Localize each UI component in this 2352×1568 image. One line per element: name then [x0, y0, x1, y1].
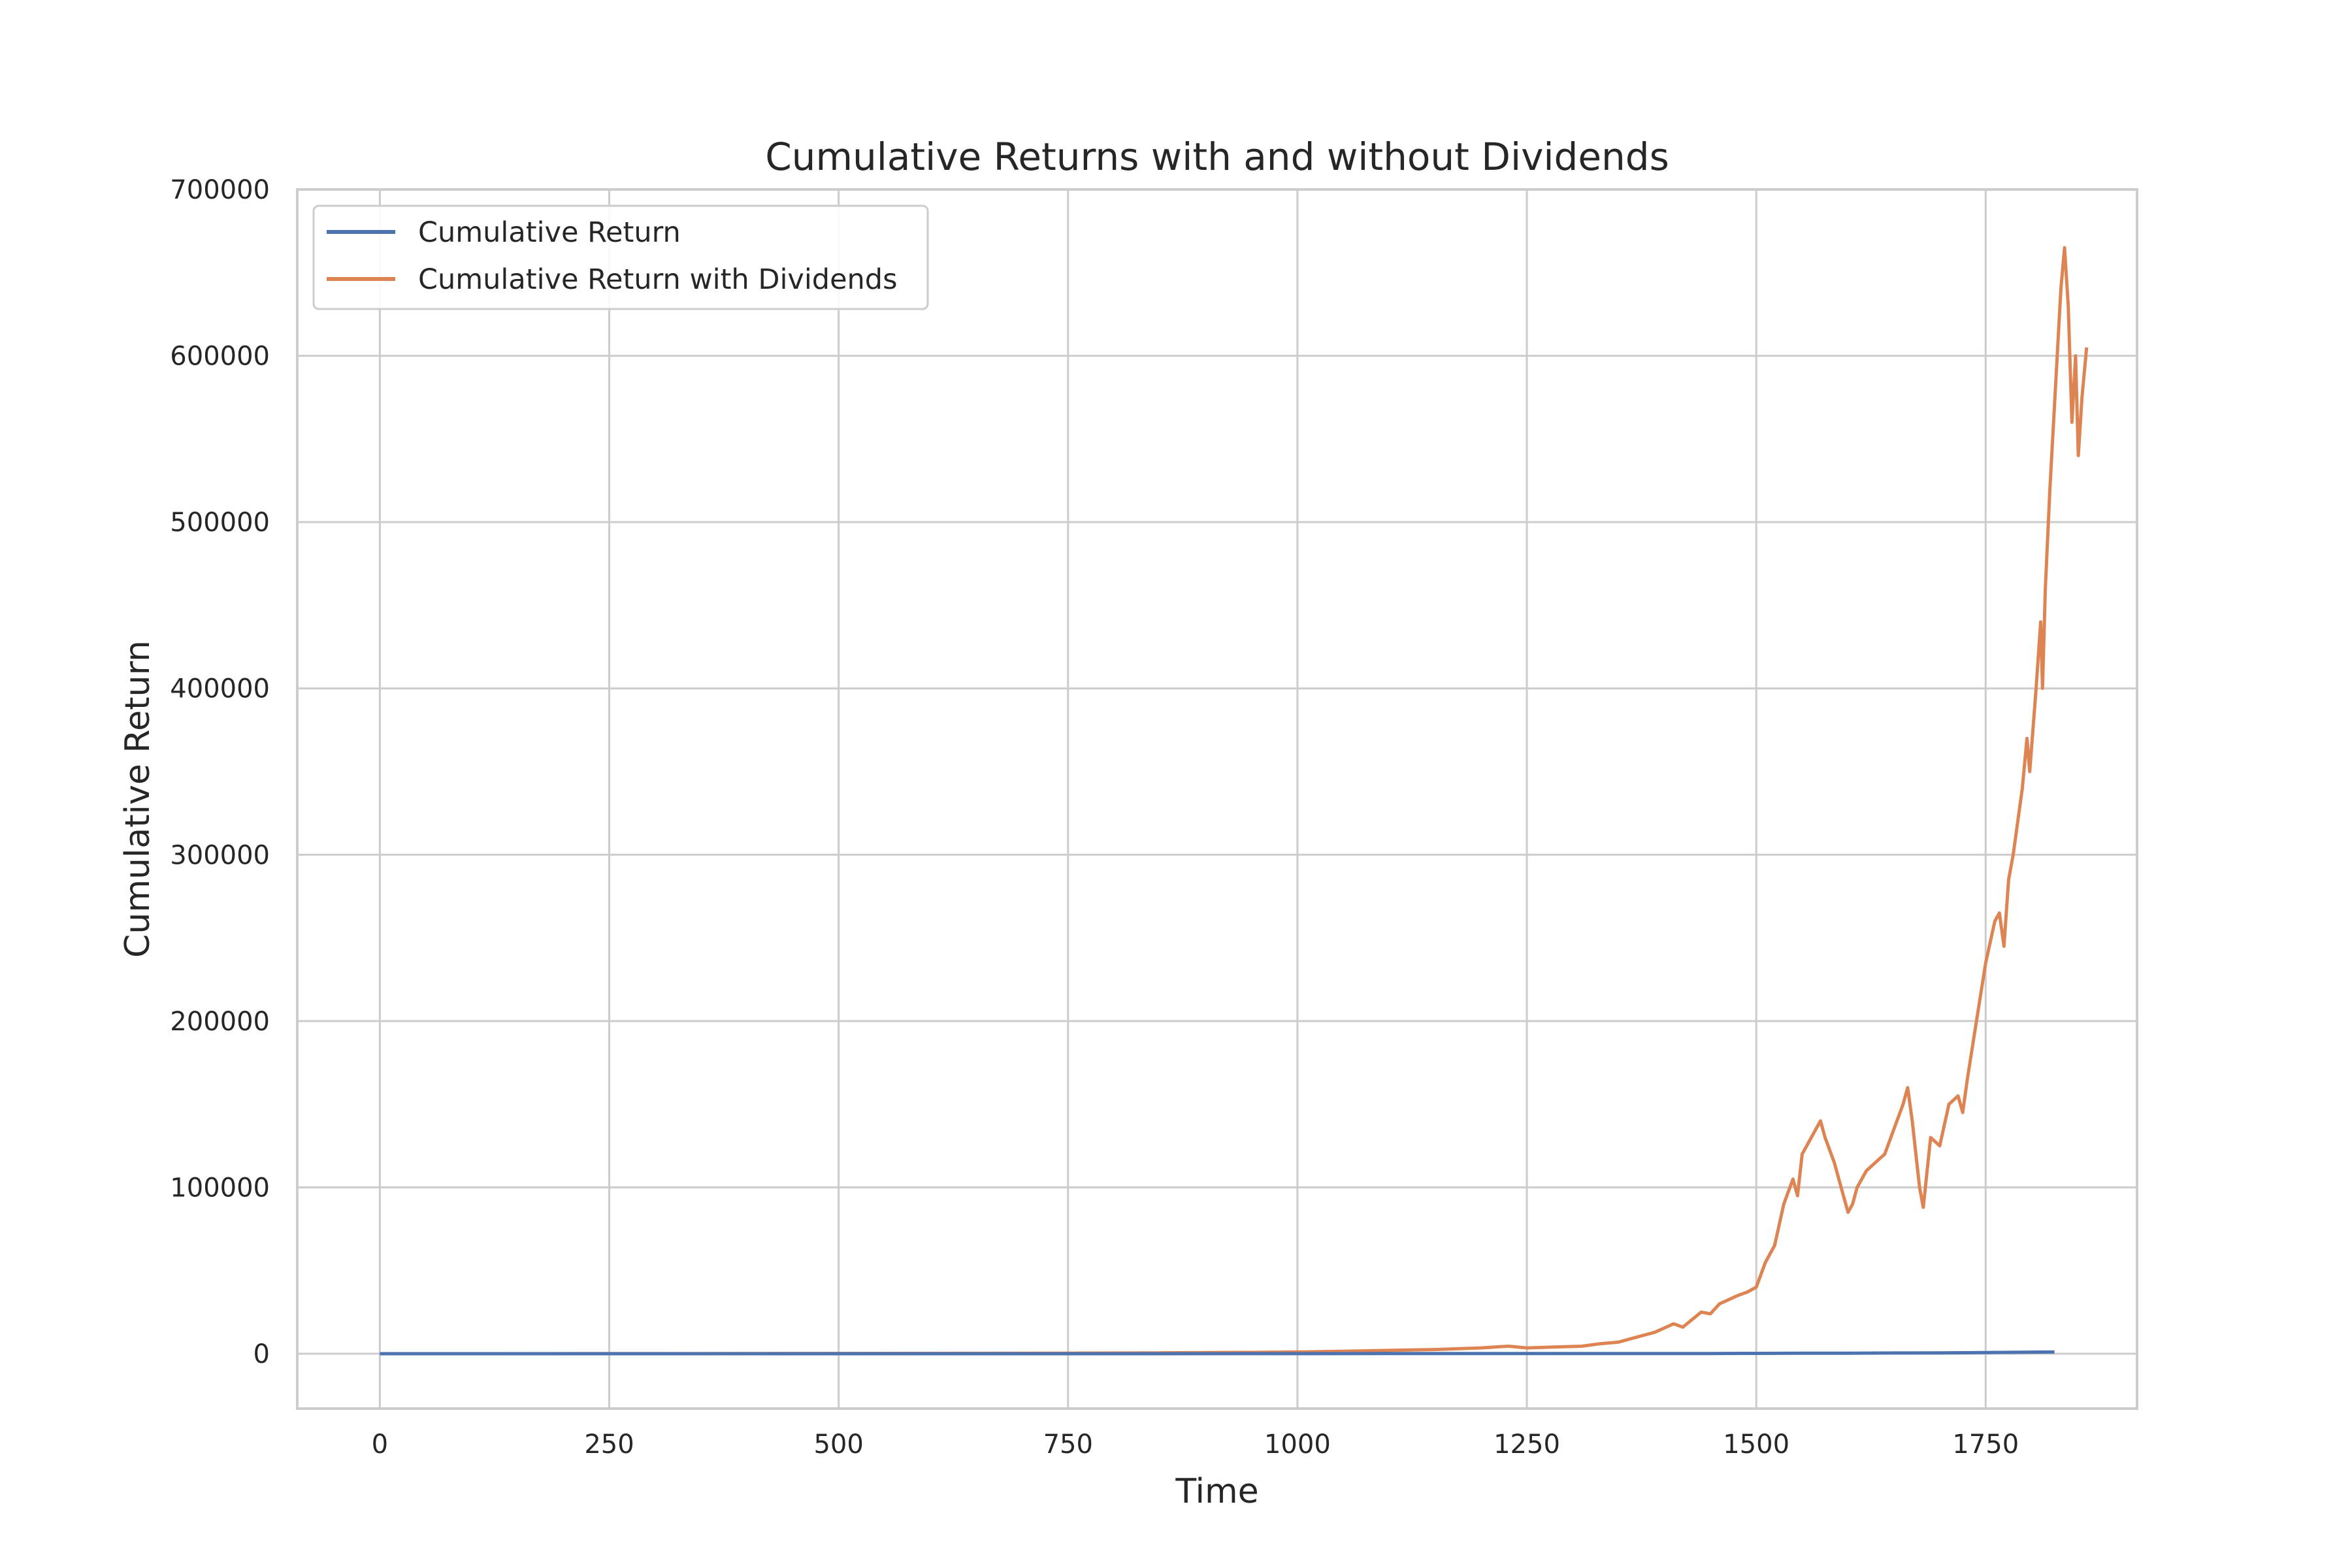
legend-box [312, 204, 929, 310]
series-line-cumulative-return [380, 1350, 2055, 1356]
legend: Cumulative Return Cumulative Return with… [312, 204, 929, 310]
chart-title: Cumulative Returns with and without Divi… [765, 135, 1669, 179]
tick-layer: 0 250 500 750 1000 1250 1500 1750 0 100000 200000 3… [170, 175, 2019, 1460]
y-tick-label: 0 [253, 1339, 270, 1369]
plot-frame [296, 188, 2138, 1410]
y-tick-label: 600000 [170, 342, 270, 372]
y-tick-label: 200000 [170, 1007, 270, 1037]
x-tick-label: 1250 [1494, 1429, 1560, 1460]
series-line-cumulative-return-with-dividends [380, 246, 2089, 1356]
x-tick-label: 1500 [1723, 1429, 1789, 1460]
x-tick-label: 0 [372, 1429, 388, 1460]
y-tick-label: 500000 [170, 508, 270, 538]
legend-label-cumulative-return-with-dividends: Cumulative Return with Dividends [418, 263, 898, 296]
y-tick-label: 700000 [170, 175, 270, 205]
x-tick-label: 250 [584, 1429, 634, 1460]
x-tick-label: 750 [1043, 1429, 1093, 1460]
x-tick-label: 500 [813, 1429, 863, 1460]
y-axis-label: Cumulative Return [118, 640, 157, 958]
y-tick-label: 300000 [170, 840, 270, 870]
series-layer [380, 246, 2089, 1356]
y-tick-label: 400000 [170, 674, 270, 704]
x-tick-label: 1000 [1264, 1429, 1331, 1460]
x-tick-label: 1750 [1952, 1429, 2019, 1460]
x-axis-label: Time [1175, 1472, 1258, 1511]
y-tick-label: 100000 [170, 1173, 270, 1203]
legend-label-cumulative-return: Cumulative Return [418, 216, 681, 249]
